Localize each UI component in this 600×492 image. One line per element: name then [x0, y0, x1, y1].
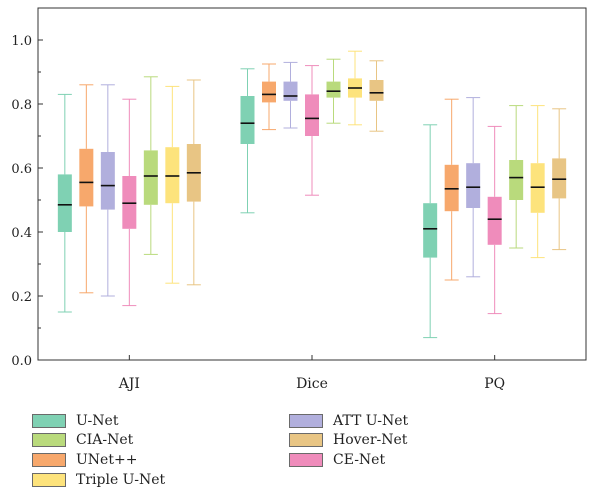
box-u-net — [423, 203, 438, 258]
box-cia-net — [509, 160, 524, 200]
box-hover-net — [369, 80, 384, 101]
y-tick-label: 0.0 — [11, 354, 32, 369]
box-att-u-net — [283, 81, 298, 101]
box-unet- — [262, 81, 276, 103]
box-u-net — [240, 96, 255, 144]
box-unet- — [79, 148, 94, 207]
y-tick-label: 0.2 — [11, 290, 32, 305]
y-tick-label: 0.4 — [11, 226, 32, 241]
x-tick-label-aji: AJI — [118, 376, 140, 392]
box-u-net — [57, 174, 72, 232]
x-tick-label-dice: Dice — [296, 376, 328, 392]
box-cia-net — [143, 150, 158, 205]
x-tick-label-pq: PQ — [484, 376, 505, 392]
y-tick-label: 0.8 — [11, 98, 32, 113]
box-att-u-net — [100, 152, 115, 210]
y-tick-label: 1.0 — [11, 34, 32, 49]
y-tick-label: 0.6 — [11, 162, 32, 177]
box-att-u-net — [466, 163, 481, 208]
box-cia-net — [326, 81, 341, 98]
plot-area: 0.0 0.2 0.4 0.6 0.8 1.0 AJI Dice PQ — [11, 7, 587, 392]
box-ce-net — [305, 94, 319, 136]
box-ce-net — [487, 196, 502, 245]
